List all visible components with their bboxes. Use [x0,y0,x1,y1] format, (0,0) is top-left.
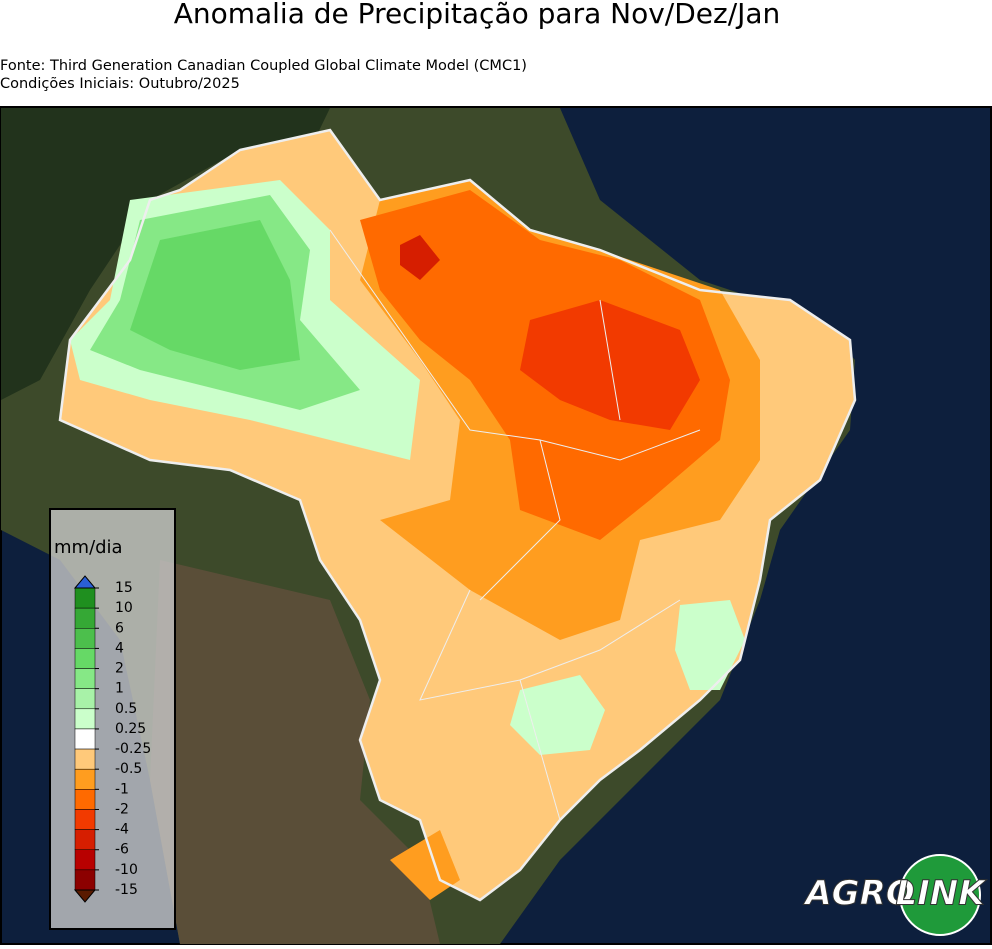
title: Anomalia de Precipitação para Nov/Dez/Ja… [174,0,781,30]
initial-conditions: Condições Iniciais: Outubro/2025 [0,76,240,92]
colorbar-band [74,628,96,649]
colorbar-label: 6 [115,620,124,636]
source: Fonte: Third Generation Canadian Coupled… [0,58,527,74]
colorbar-under [73,889,97,903]
colorbar-label: 4 [115,640,124,656]
colorbar-label: -0.25 [115,741,151,757]
anomaly-green-dark [130,220,300,370]
logo-circle [899,854,981,936]
country-border [58,128,857,902]
anomaly-pale-green-s [510,675,605,755]
colorbar-label: -10 [115,862,138,878]
colorbar-label: 15 [115,580,133,596]
colorbar-band [74,829,96,850]
logo-left: AGRO [802,874,914,914]
colorbar-band [74,809,96,830]
colorbar-band [74,789,96,810]
logo: AGRO LINK [802,854,988,936]
colorbar-band [74,688,96,710]
legend-box [49,508,176,930]
colorbar-band [74,849,96,871]
colorbar-band [74,587,96,609]
colorbar-label: 0.25 [115,721,146,737]
map [0,106,992,945]
colorbar-label: 10 [115,600,133,616]
colorbar-over [73,575,97,589]
colorbar-label: -4 [115,822,129,838]
anomaly-dark-red [400,235,440,280]
colorbar-label: -15 [115,882,138,898]
colorbar-band [74,768,96,790]
colorbar-label: -1 [115,781,129,797]
legend: mm/dia 15 10 6 4 2 1 0.5 0.25 -0.25 -0.5 -1 -2 -4 -6 -… [49,508,176,930]
legend-title: mm/dia [54,537,123,558]
anomaly-red [520,300,700,430]
colorbar-band [74,607,96,629]
colorbar-band [74,668,96,689]
colorbar-label: 0.5 [115,701,137,717]
colorbar-label: -6 [115,842,129,858]
colorbar-label: 1 [115,681,124,697]
colorbar-band [74,748,96,770]
colorbar-band [74,648,96,669]
state-borders [329,229,701,821]
forest-north [1,108,330,400]
colorbar-band [74,869,96,891]
colorbar-label: -2 [115,801,129,817]
dry-region [150,560,440,944]
colorbar-band [74,728,96,750]
colorbar-label: 2 [115,661,124,677]
anomaly-pale-green-se [675,600,745,690]
colorbar-label: -0.5 [115,761,142,777]
colorbar-band [74,708,96,730]
logo-right: LINK [895,874,987,914]
